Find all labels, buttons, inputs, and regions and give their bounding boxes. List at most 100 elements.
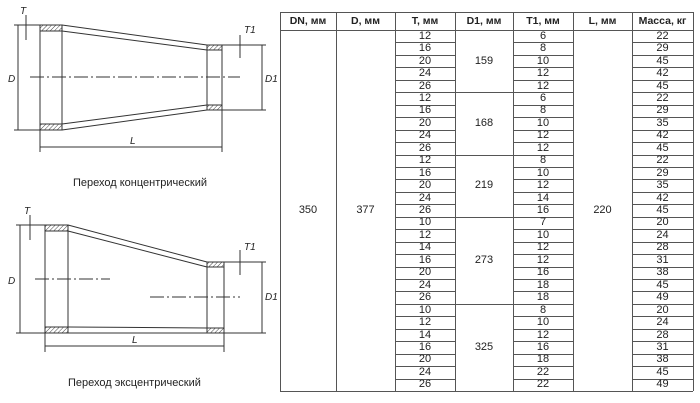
mass-cell: 45 — [656, 54, 669, 67]
column-header: Масса, кг — [638, 14, 687, 27]
mass-cell: 45 — [656, 278, 669, 291]
grid-line — [632, 166, 693, 168]
mass-cell: 49 — [656, 378, 669, 391]
grid-line — [395, 179, 455, 181]
t1-cell: 6 — [539, 29, 547, 42]
grid-line — [632, 241, 693, 243]
concentric-caption: Переход концентрический — [73, 177, 207, 189]
column-header: L, мм — [588, 14, 617, 27]
mass-cell: 28 — [656, 241, 669, 254]
t1-cell: 12 — [536, 179, 550, 192]
grid-line — [632, 378, 693, 380]
grid-line — [513, 291, 573, 293]
t-cell: 16 — [418, 166, 432, 179]
grid-line — [395, 353, 455, 355]
t-cell: 12 — [418, 154, 432, 167]
mass-cell: 35 — [656, 179, 669, 192]
grid-line — [395, 12, 396, 392]
t1-cell: 18 — [536, 291, 550, 304]
grid-line — [395, 92, 455, 94]
grid-line — [632, 316, 693, 318]
grid-line — [513, 92, 573, 94]
dimensions-table: DN, мм D, мм T, мм D1, мм T1, мм L, мм Масса, … — [280, 12, 694, 393]
grid-line — [395, 303, 455, 305]
grid-line — [632, 154, 693, 156]
t1-cell: 16 — [536, 204, 550, 217]
grid-line — [395, 142, 455, 144]
label-D1: D1 — [265, 74, 278, 85]
grid-line — [395, 391, 455, 393]
grid-line — [632, 303, 693, 305]
grid-line — [513, 216, 573, 218]
grid-line — [632, 216, 693, 218]
grid-line — [632, 42, 693, 44]
eccentric-reducer-drawing — [16, 215, 266, 352]
mass-cell: 29 — [656, 104, 669, 117]
grid-line — [632, 204, 693, 206]
mass-cell: 22 — [656, 91, 669, 104]
label-T: T — [24, 206, 31, 217]
d1-cell: 273 — [474, 253, 494, 266]
grid-line — [395, 79, 455, 81]
mass-cell: 24 — [656, 316, 669, 329]
grid-line — [632, 391, 693, 393]
t1-cell: 7 — [539, 216, 547, 229]
t1-cell: 10 — [536, 116, 550, 129]
grid-line — [395, 42, 455, 44]
label-D: D — [8, 276, 15, 287]
mass-cell: 42 — [656, 191, 669, 204]
grid-line — [513, 279, 573, 280]
mass-cell: 42 — [656, 67, 669, 80]
column-header: T1, мм — [526, 14, 560, 27]
mass-cell: 22 — [656, 29, 669, 42]
grid-line — [513, 241, 573, 243]
grid-line — [513, 204, 573, 206]
t1-cell: 10 — [536, 166, 550, 179]
grid-line — [513, 117, 573, 119]
grid-line — [336, 12, 337, 392]
grid-line — [632, 291, 693, 293]
grid-line — [513, 67, 573, 69]
t1-cell: 10 — [536, 54, 550, 67]
grid-line — [455, 154, 513, 156]
grid-line — [632, 266, 693, 268]
t-cell: 20 — [418, 179, 432, 192]
t-cell: 10 — [418, 216, 432, 229]
t1-cell: 8 — [539, 303, 547, 316]
grid-line — [395, 341, 455, 343]
mass-cell: 29 — [656, 42, 669, 55]
grid-line — [280, 12, 281, 392]
grid-line — [513, 303, 573, 305]
mass-cell: 45 — [656, 365, 669, 378]
grid-line — [395, 241, 455, 243]
mass-cell: 35 — [656, 116, 669, 129]
column-header: DN, мм — [289, 14, 327, 27]
t-cell: 20 — [418, 353, 432, 366]
d1-cell: 325 — [474, 340, 494, 353]
t1-cell: 16 — [536, 266, 550, 279]
grid-line — [395, 279, 455, 280]
grid-line — [632, 54, 693, 56]
mass-cell: 22 — [656, 154, 669, 167]
t1-cell: 10 — [536, 316, 550, 329]
grid-line — [632, 254, 693, 256]
mass-cell: 20 — [656, 216, 669, 229]
t-cell: 26 — [418, 204, 432, 217]
t1-cell: 6 — [539, 91, 547, 104]
grid-line — [455, 12, 456, 392]
t1-cell: 14 — [536, 191, 550, 204]
grid-line — [513, 366, 573, 368]
t1-cell: 22 — [536, 365, 550, 378]
grid-line — [513, 378, 573, 380]
label-D1: D1 — [265, 292, 278, 303]
label-T: T — [20, 6, 27, 17]
grid-line — [513, 229, 573, 231]
t-cell: 20 — [418, 54, 432, 67]
mass-cell: 45 — [656, 79, 669, 92]
grid-line — [455, 391, 513, 393]
grid-line — [513, 166, 573, 168]
t1-cell: 10 — [536, 228, 550, 241]
label-L: L — [132, 335, 138, 346]
grid-line — [632, 92, 693, 94]
t-cell: 24 — [418, 129, 432, 142]
